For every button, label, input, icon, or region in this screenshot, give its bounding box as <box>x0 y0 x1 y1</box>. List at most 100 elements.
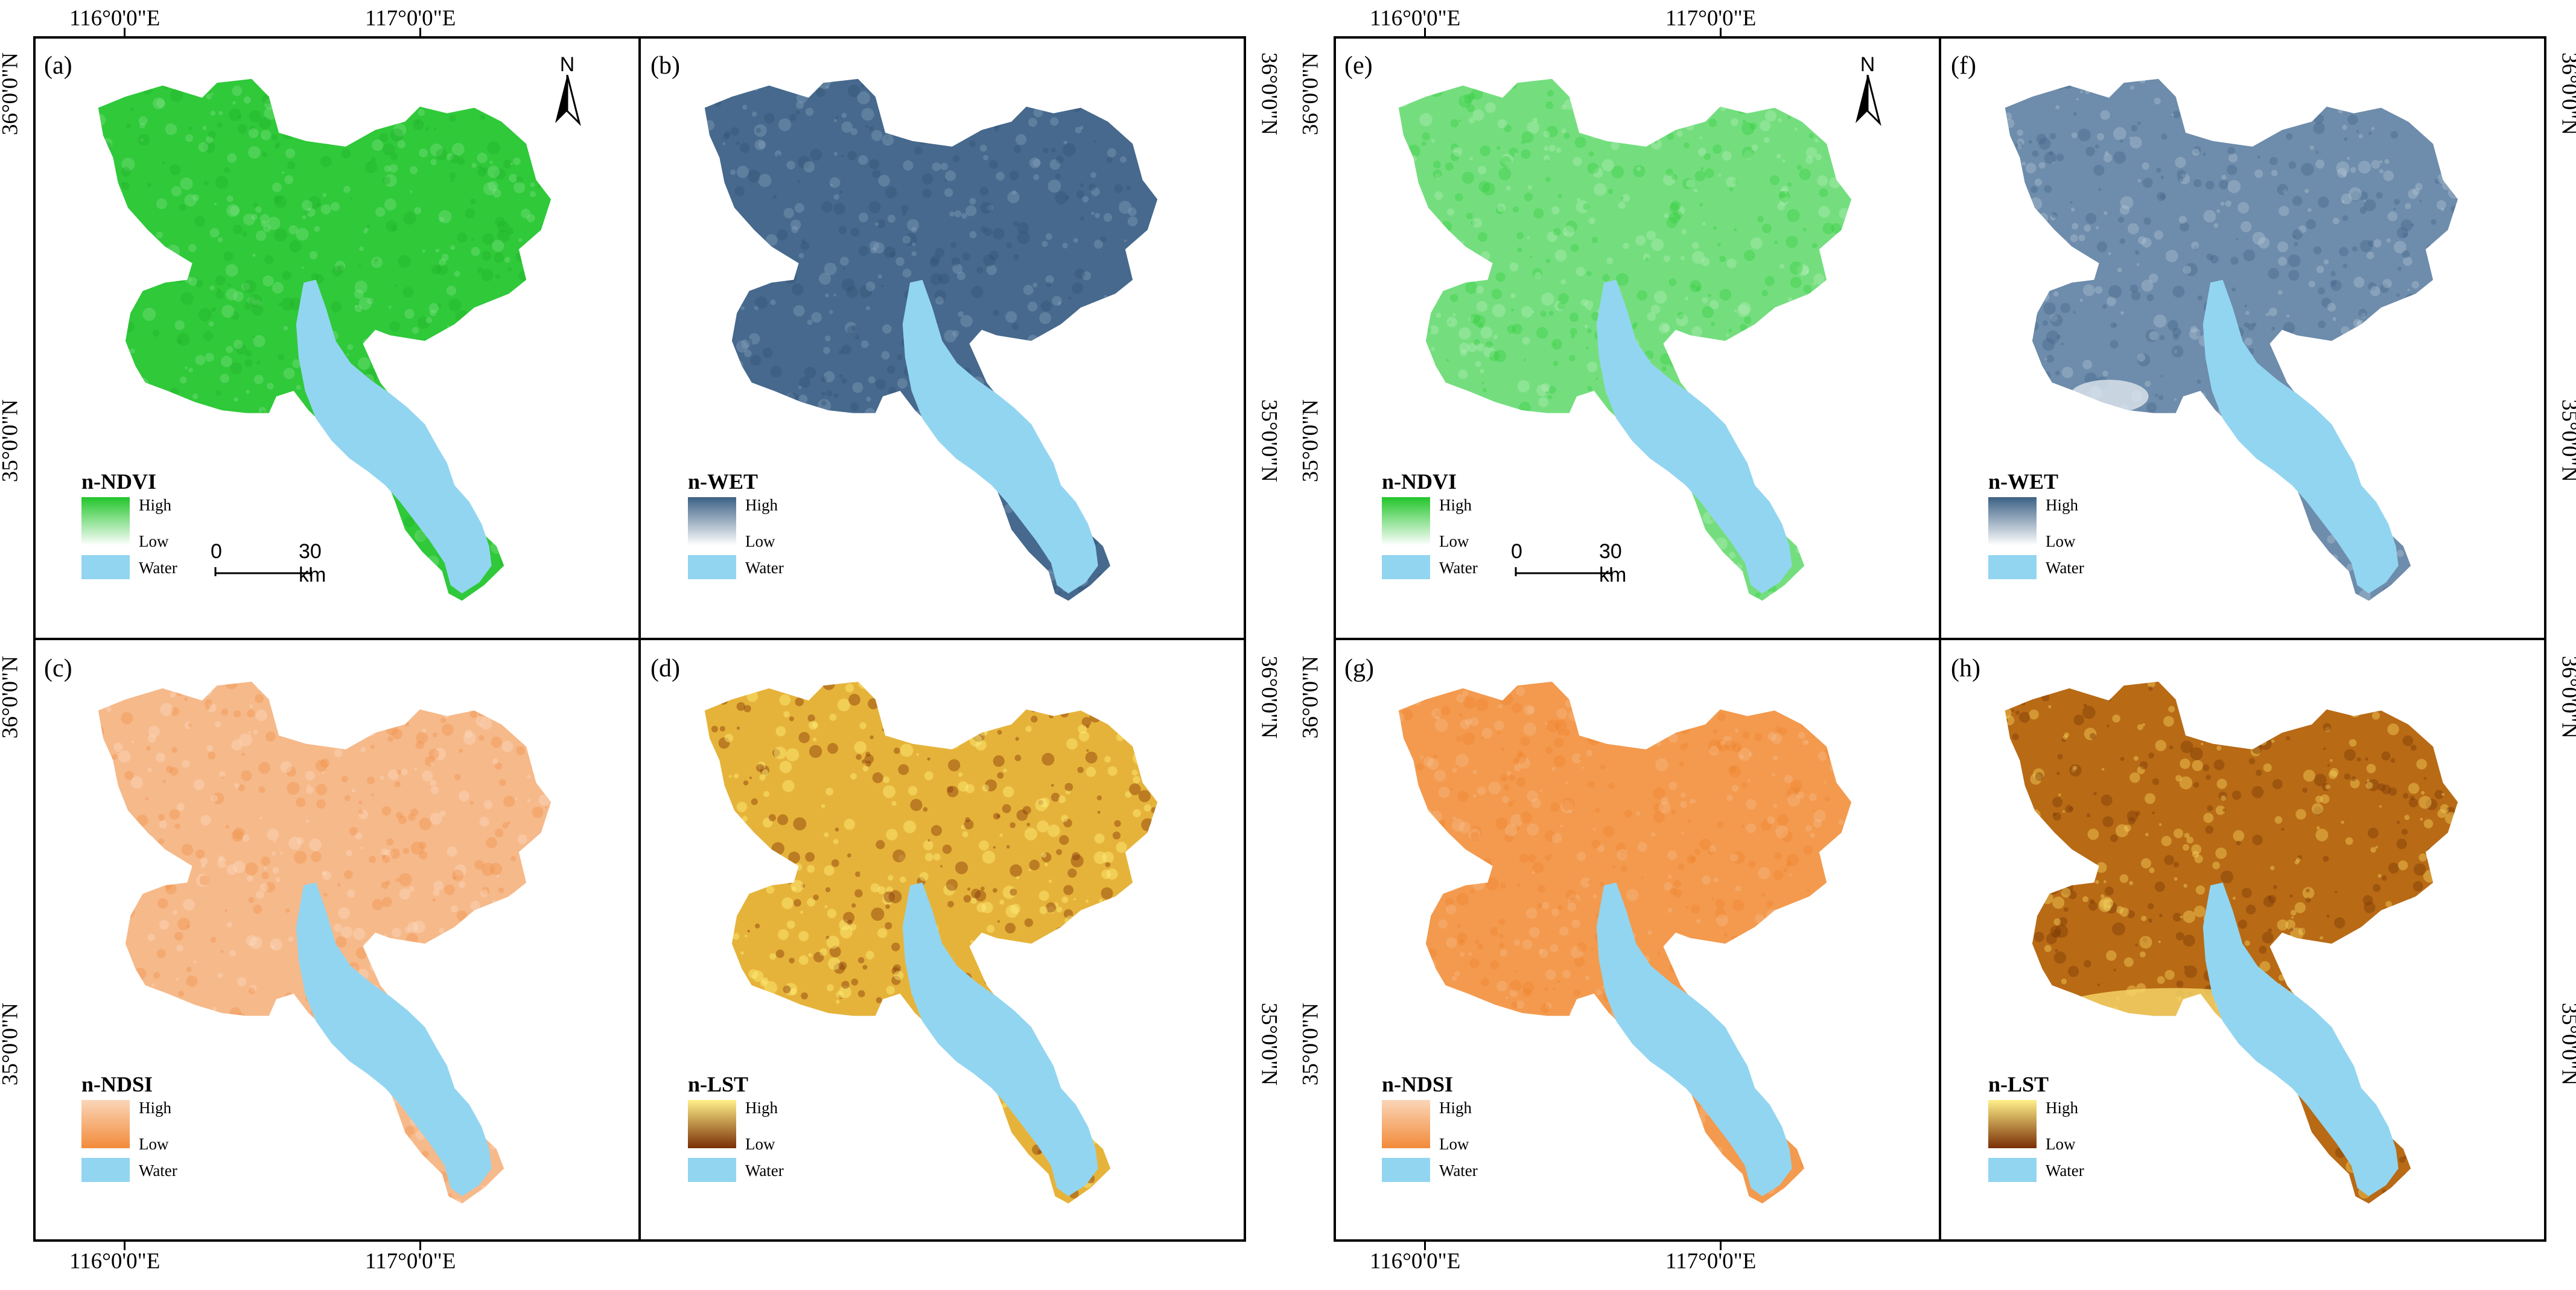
longitude-label-top: 117°0'0"E <box>1665 6 1757 31</box>
legend-water-swatch <box>81 1158 130 1182</box>
legend-gradient-swatch <box>1988 497 2037 545</box>
legend-title: n-LST <box>688 1072 749 1096</box>
legend-high-label: High <box>1439 1099 1472 1117</box>
latitude-label-right: 35°0'0"N <box>2557 1002 2576 1086</box>
longitude-label-top: 116°0'0"E <box>1370 6 1461 31</box>
legend-water-swatch <box>1988 1158 2037 1182</box>
legend-gradient-swatch <box>81 1100 130 1148</box>
scale-bar-end-label: 30 km <box>1599 540 1627 586</box>
lake-water <box>2202 882 2399 1196</box>
map-panel: (f) n-WET High Low Water <box>1940 36 2546 639</box>
lake-water <box>2202 279 2399 594</box>
scale-bar-start-label: 0 <box>1511 540 1522 563</box>
legend-water-label: Water <box>745 1161 784 1180</box>
legend-water-swatch <box>1382 1158 1430 1182</box>
scale-bar-line <box>214 567 312 576</box>
latitude-label-right: 36°0'0"N <box>2557 655 2576 739</box>
legend-high-label: High <box>745 496 778 514</box>
longitude-label-top: 117°0'0"E <box>365 6 456 31</box>
county-map-raster <box>2005 78 2458 601</box>
legend-low-label: Low <box>1439 532 1469 550</box>
map-legend: n-WET High Low Water <box>688 471 845 615</box>
legend-high-label: High <box>745 1099 778 1117</box>
north-arrow-icon <box>555 74 581 126</box>
map-panel: (h) n-LST High Low Water <box>1940 639 2546 1242</box>
legend-water-label: Water <box>139 559 177 577</box>
legend-water-swatch <box>688 555 736 579</box>
latitude-label-left: 35°0'0"N <box>1298 1002 1323 1086</box>
map-legend: n-NDVI High Low Water <box>81 471 238 615</box>
map-panel: (b) n-WET High Low Water <box>640 36 1246 639</box>
county-map-raster <box>704 681 1158 1204</box>
latitude-label-left: 36°0'0"N <box>0 655 23 739</box>
lake-water <box>1596 882 1792 1196</box>
latitude-label-left: 36°0'0"N <box>1298 52 1323 136</box>
lake-water <box>296 882 492 1196</box>
scale-bar: 0 30 km <box>1511 540 1635 586</box>
latitude-label-left: 35°0'0"N <box>1298 399 1323 483</box>
map-group-2: (e) n-NDVI High Low Water N 0 30 km (f) n-WET High… <box>1334 36 2546 1242</box>
latitude-label-left: 35°0'0"N <box>0 1002 23 1086</box>
county-map-raster <box>1398 681 1852 1204</box>
latitude-label-right: 35°0'0"N <box>1256 1002 1282 1086</box>
longitude-label-top: 116°0'0"E <box>69 6 161 31</box>
latitude-label-left: 36°0'0"N <box>0 52 23 136</box>
longitude-tick <box>1720 28 1722 36</box>
panel-label: (e) <box>1344 52 1373 80</box>
legend-water-swatch <box>1382 555 1430 579</box>
legend-high-label: High <box>139 1099 171 1117</box>
north-arrow: N <box>1849 54 1886 132</box>
map-legend: n-WET High Low Water <box>1988 471 2145 615</box>
longitude-label-bottom: 117°0'0"E <box>1665 1249 1757 1274</box>
longitude-tick <box>124 28 126 36</box>
map-panel: (e) n-NDVI High Low Water N 0 30 km <box>1334 36 1940 639</box>
north-arrow-letter: N <box>1860 53 1875 76</box>
scale-bar: 0 30 km <box>211 540 335 586</box>
county-map-raster <box>2005 681 2458 1204</box>
lake-water <box>296 279 492 594</box>
panel-label: (f) <box>1951 52 1976 80</box>
legend-water-swatch <box>1988 555 2037 579</box>
legend-water-swatch <box>81 555 130 579</box>
map-panel: (d) n-LST High Low Water <box>640 639 1246 1242</box>
legend-high-label: High <box>1439 496 1472 514</box>
panel-label: (d) <box>650 655 680 682</box>
map-panel: (g) n-NDSI High Low Water <box>1334 639 1940 1242</box>
legend-water-label: Water <box>2046 559 2084 577</box>
latitude-label-left: 36°0'0"N <box>1298 655 1323 739</box>
map-panel: (c) n-NDSI High Low Water <box>33 639 640 1242</box>
legend-title: n-WET <box>688 469 758 494</box>
county-map-raster <box>98 681 552 1204</box>
legend-low-label: Low <box>1439 1135 1469 1153</box>
panel-label: (b) <box>650 52 680 80</box>
lake-water <box>902 279 1098 594</box>
legend-low-label: Low <box>139 532 169 550</box>
legend-title: n-NDSI <box>1382 1072 1454 1096</box>
latitude-label-right: 35°0'0"N <box>1256 399 1282 483</box>
map-panel: (a) n-NDVI High Low Water N 0 30 km <box>33 36 640 639</box>
longitude-tick <box>419 1242 421 1250</box>
legend-low-label: Low <box>745 532 775 550</box>
panel-label: (a) <box>44 52 72 80</box>
county-map-raster <box>1398 78 1852 601</box>
longitude-tick <box>124 1242 126 1250</box>
legend-low-label: Low <box>745 1135 775 1153</box>
map-legend: n-NDSI High Low Water <box>1382 1073 1539 1218</box>
legend-high-label: High <box>2046 496 2078 514</box>
legend-high-label: High <box>2046 1099 2078 1117</box>
latitude-label-right: 35°0'0"N <box>2557 399 2576 483</box>
county-map-raster <box>704 78 1158 601</box>
legend-water-label: Water <box>1439 1161 1478 1180</box>
legend-water-label: Water <box>1439 559 1478 577</box>
latitude-label-right: 36°0'0"N <box>2557 52 2576 136</box>
map-legend: n-LST High Low Water <box>1988 1073 2145 1218</box>
north-arrow-icon <box>1856 74 1881 126</box>
legend-low-label: Low <box>139 1135 169 1153</box>
panel-divider-horizontal <box>1334 638 2546 640</box>
scale-bar-start-label: 0 <box>211 540 222 563</box>
longitude-tick <box>1720 1242 1722 1250</box>
longitude-tick <box>419 28 421 36</box>
lake-water <box>1596 279 1792 594</box>
legend-gradient-swatch <box>1382 1100 1430 1148</box>
map-legend: n-LST High Low Water <box>688 1073 845 1218</box>
